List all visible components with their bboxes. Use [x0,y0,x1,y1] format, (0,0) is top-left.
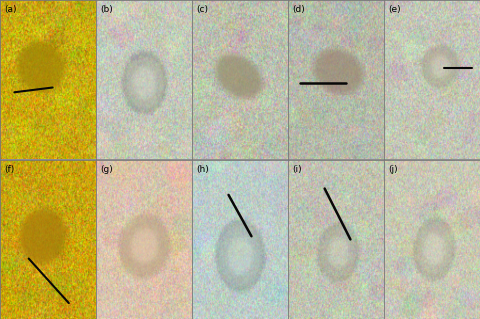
Text: (b): (b) [100,5,113,14]
Text: (j): (j) [388,165,398,174]
Text: (e): (e) [388,5,401,14]
Text: (a): (a) [4,5,16,14]
Text: (i): (i) [292,165,302,174]
Text: (h): (h) [196,165,209,174]
Text: (f): (f) [4,165,14,174]
Text: (g): (g) [100,165,113,174]
Text: (d): (d) [292,5,305,14]
Text: (c): (c) [196,5,208,14]
